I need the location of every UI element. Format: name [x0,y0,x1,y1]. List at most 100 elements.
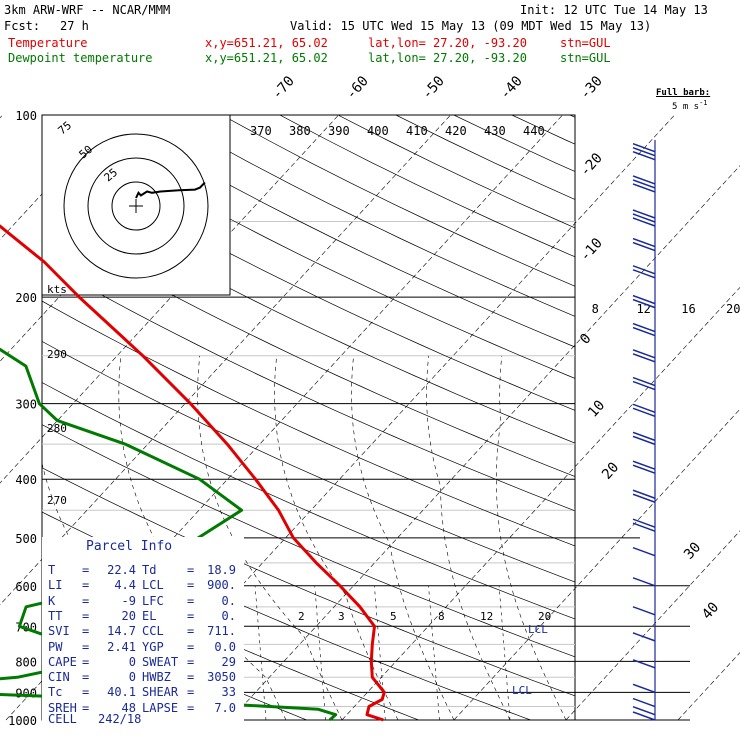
parcel-cell-label: CELL [48,712,77,726]
mixing-ratio-line [254,585,267,721]
barb-flag [632,147,656,157]
parcel-value: 711. [207,624,236,639]
parcel-key: K [48,593,56,608]
wind-barb [632,683,656,694]
isotherm-label: -70 [269,73,298,103]
wind-barb [632,711,656,721]
wind-barb [632,659,656,669]
parcel-key: SHEAR [142,685,179,700]
barb-flag [632,435,656,446]
parcel-equals: = [82,608,90,623]
barb-flag [632,711,656,721]
isotherm [0,114,339,484]
parcel-equals: = [187,593,195,608]
parcel-key: LFC [142,593,164,608]
parcel-value: 0 [128,654,136,669]
wind-barb [632,460,656,474]
parcel-equals: = [82,639,90,654]
barb-flag [632,705,656,716]
wind-barb [632,489,656,503]
isotherm [229,165,740,721]
legend-dewpoint: Dewpoint temperature [8,51,153,65]
parcel-equals: = [82,700,90,715]
dry-adiabat [42,184,575,444]
wind-barb [632,175,656,193]
barb-flag [632,376,656,387]
hodograph-ring [63,133,209,279]
barb-flag [632,326,656,337]
parcel-equals: = [187,639,195,654]
isotherm-label: -20 [577,150,606,180]
wind-barb [632,577,656,587]
barb-legend-units: 5 m s-1 [672,99,708,112]
parcel-key: CAPE [48,654,77,669]
pressure-tick-label: 500 [15,532,37,546]
parcel-equals: = [187,608,195,623]
parcel-equals: = [82,654,90,669]
wind-barb [632,376,656,391]
barb-flag [632,489,656,499]
legend-dewpoint-latlon: lat,lon= 27.20, -93.20 [368,51,527,65]
barb-flag [632,217,656,227]
dry-adiabat [42,222,575,477]
barb-flag [632,407,656,417]
parcel-key: LI [48,578,63,593]
isotherm-label: 20 [599,459,622,482]
dry-adiabat [42,424,575,658]
mixing-ratio-label: 8 [438,610,445,623]
hodograph-ring [87,157,185,255]
pressure-tick-label: 900 [15,686,37,700]
parcel-key: LCL [142,578,164,593]
pressure-tick-label: 800 [15,655,37,669]
isotherm [453,408,740,721]
moist-adiabat [351,355,455,720]
forecast-hour: 27 h [60,19,89,33]
parcel-key: PW [48,639,63,654]
barb-flag [632,353,656,363]
wind-barb [632,349,656,363]
barb-flag [632,518,656,528]
dry-adiabat [42,340,575,583]
isotherm-label: 40 [699,599,722,622]
wind-barb [632,265,656,279]
dry-adiabat [42,147,575,411]
barb-flag [632,269,656,279]
valid-time: Valid: 15 UTC Wed 15 May 13 (09 MDT Wed … [290,19,652,33]
parcel-key: Td [142,563,157,577]
parcel-value: 0 [128,670,136,685]
wind-barbs [632,140,656,721]
parcel-equals: = [82,624,90,639]
legend-temperature: Temperature [8,36,88,50]
legend-temperature-xy: x,y=651.21, 65.02 [205,36,328,50]
barb-flag [632,237,656,248]
parcel-value: 0.0 [214,639,236,654]
parcel-value: 0. [221,608,236,623]
temperature-tick-label: 12 [636,302,650,316]
barb-flag [632,380,656,391]
mixing-ratio-line [428,585,440,721]
theta-label: 400 [367,124,389,138]
barb-flag [632,632,656,642]
legend-dewpoint-xy: x,y=651.21, 65.02 [205,51,328,65]
barb-flag [632,241,656,252]
barb-flag [632,298,656,309]
wind-barb [632,705,656,716]
legend-temperature-station: stn=GUL [560,36,611,50]
mixing-ratio-label: 2 [298,610,305,623]
parcel-equals: = [82,685,90,700]
parcel-equals: = [187,578,195,593]
isotherm-label: -60 [343,73,372,103]
pressure-tick-label: 300 [15,398,37,412]
isotherm [0,114,3,119]
barb-legend-title: Full barb: [656,88,711,98]
parcel-value: 22.4 [107,563,136,577]
wind-barb [632,606,656,616]
barb-flag [632,349,656,359]
parcel-key: LAPSE [142,700,179,715]
barb-flag [632,546,656,557]
parcel-info-box: Parcel Info T = 22.4 Td = 18.9 LI = 4.4 LCL = 900. K… [42,537,244,726]
parcel-equals: = [187,700,195,715]
parcel-equals: = [187,563,195,577]
temperature-tick-label: 20 [726,302,740,316]
